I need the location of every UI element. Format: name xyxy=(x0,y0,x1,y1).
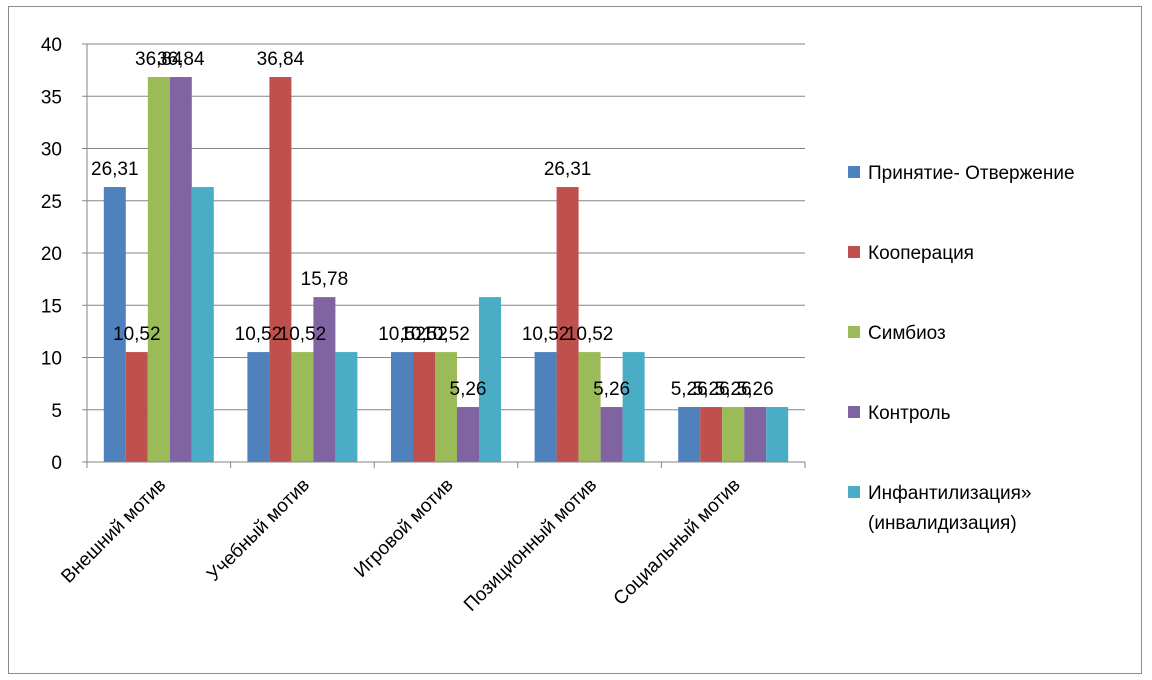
bar xyxy=(269,77,292,462)
legend: Принятие- Отвержение Кооперация Симбиоз Кон… xyxy=(848,163,1075,534)
legend-swatch xyxy=(848,406,860,418)
data-label: 10,52 xyxy=(422,324,470,345)
y-tick-label: 20 xyxy=(41,244,62,265)
x-tick-label: Учебный мотив xyxy=(203,475,314,586)
data-label: 36,84 xyxy=(157,49,205,70)
bar xyxy=(678,407,701,462)
data-label: 26,31 xyxy=(91,159,139,180)
bar xyxy=(744,407,767,462)
bar xyxy=(191,187,214,463)
legend-swatch xyxy=(848,166,860,178)
x-tick-label: Игровой мотив xyxy=(350,475,457,582)
bar xyxy=(291,352,314,462)
data-label: 10,52 xyxy=(235,324,283,345)
bar xyxy=(722,407,745,462)
data-label: 10,52 xyxy=(400,324,448,345)
y-tick-label: 35 xyxy=(41,87,62,108)
y-tick-label: 5 xyxy=(51,401,62,422)
legend-label: Принятие- Отвержение xyxy=(868,163,1075,184)
bar xyxy=(622,352,645,462)
data-label: 10,52 xyxy=(566,324,614,345)
data-label: 10,52 xyxy=(113,324,161,345)
bar xyxy=(534,352,557,462)
bar xyxy=(413,352,435,462)
bar xyxy=(147,77,170,462)
bar xyxy=(169,77,192,462)
data-label: 5,26 xyxy=(671,379,708,400)
y-tick-label: 15 xyxy=(41,296,62,317)
data-label: 5,26 xyxy=(715,379,752,400)
bar xyxy=(700,407,723,462)
bar xyxy=(578,352,601,462)
bar xyxy=(479,297,501,462)
y-tick-label: 25 xyxy=(41,192,62,213)
y-tick-label: 10 xyxy=(41,349,62,370)
data-label: 10,52 xyxy=(378,324,426,345)
bar xyxy=(335,352,358,462)
data-label: 10,52 xyxy=(279,324,327,345)
legend-swatch xyxy=(848,326,860,338)
bars xyxy=(103,77,789,463)
data-label: 5,26 xyxy=(737,379,774,400)
data-label: 5,26 xyxy=(450,379,487,400)
bar xyxy=(313,297,336,462)
legend-label: Симбиоз xyxy=(868,323,946,344)
data-label: 36,84 xyxy=(257,49,305,70)
x-tick-label: Социальный мотив xyxy=(610,475,745,610)
x-tick-label: Позиционный мотив xyxy=(460,475,601,616)
data-label: 15,78 xyxy=(301,269,349,290)
bar xyxy=(103,187,126,463)
y-tick-label: 30 xyxy=(41,140,62,161)
data-label: 5,26 xyxy=(593,379,630,400)
bar xyxy=(435,352,457,462)
data-label: 5,26 xyxy=(693,379,730,400)
data-label: 10,52 xyxy=(522,324,570,345)
legend-label: (инвалидизация) xyxy=(868,513,1017,534)
bar xyxy=(600,407,623,462)
legend-label: Кооперация xyxy=(868,243,974,264)
bar xyxy=(556,187,579,463)
bar xyxy=(247,352,270,462)
y-tick-label: 40 xyxy=(41,35,62,56)
legend-label: Контроль xyxy=(868,403,951,424)
bar xyxy=(766,407,789,462)
data-label: 26,31 xyxy=(544,159,592,180)
bar xyxy=(457,407,479,462)
legend-swatch xyxy=(848,246,860,258)
legend-label: Инфантилизация» xyxy=(868,483,1032,504)
legend-swatch xyxy=(848,486,860,498)
y-tick-label: 0 xyxy=(51,453,62,474)
x-tick-label: Внешний мотив xyxy=(57,475,170,588)
data-label: 36,84 xyxy=(135,49,183,70)
bar xyxy=(391,352,413,462)
bar xyxy=(125,352,148,462)
